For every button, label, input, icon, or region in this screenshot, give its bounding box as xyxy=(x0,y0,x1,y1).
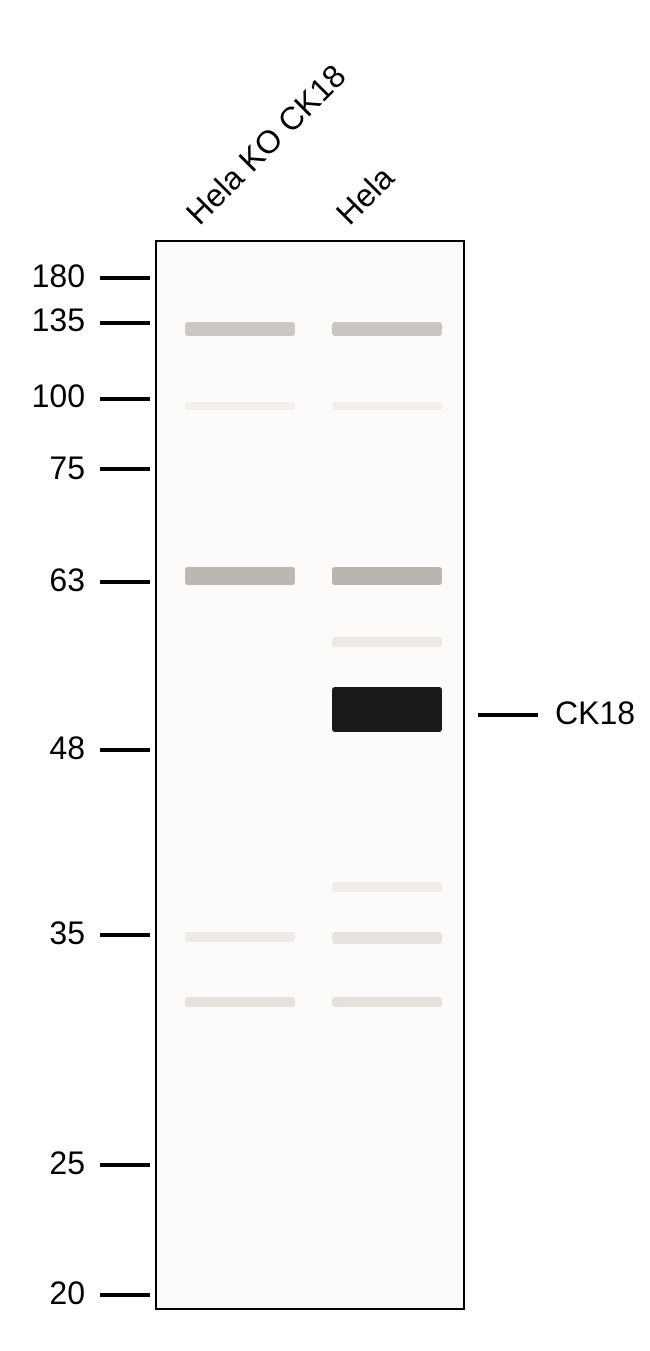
mw-marker-135: 135 xyxy=(15,302,85,339)
mw-marker-35: 35 xyxy=(15,915,85,952)
blot-membrane xyxy=(155,240,465,1310)
lane1-band-4 xyxy=(185,997,295,1007)
mw-tick-135 xyxy=(100,321,150,325)
mw-marker-180: 180 xyxy=(15,258,85,295)
lane-2 xyxy=(322,242,452,1308)
lane2-band-0 xyxy=(332,322,442,336)
mw-marker-100: 100 xyxy=(15,378,85,415)
target-label: CK18 xyxy=(555,695,635,732)
mw-tick-20 xyxy=(100,1293,150,1297)
mw-marker-25: 25 xyxy=(15,1145,85,1182)
lane-label-2: Hela xyxy=(329,159,402,232)
lane-1 xyxy=(175,242,305,1308)
lane2-band-4 xyxy=(332,687,442,732)
mw-tick-100 xyxy=(100,397,150,401)
mw-marker-63: 63 xyxy=(15,562,85,599)
lane2-band-7 xyxy=(332,997,442,1007)
lane-label-1: Hela KO CK18 xyxy=(179,57,354,232)
mw-tick-75 xyxy=(100,467,150,471)
lane2-band-6 xyxy=(332,932,442,944)
mw-marker-75: 75 xyxy=(15,450,85,487)
lane2-band-3 xyxy=(332,637,442,647)
mw-tick-25 xyxy=(100,1163,150,1167)
target-tick xyxy=(478,713,538,717)
mw-marker-48: 48 xyxy=(15,730,85,767)
lane1-band-3 xyxy=(185,932,295,942)
lane2-band-5 xyxy=(332,882,442,892)
mw-tick-35 xyxy=(100,933,150,937)
lane1-band-1 xyxy=(185,402,295,410)
lane1-band-0 xyxy=(185,322,295,336)
lane2-band-2 xyxy=(332,567,442,585)
mw-tick-180 xyxy=(100,276,150,280)
mw-tick-48 xyxy=(100,748,150,752)
mw-tick-63 xyxy=(100,580,150,584)
lane1-band-2 xyxy=(185,567,295,585)
lane2-band-1 xyxy=(332,402,442,410)
mw-marker-20: 20 xyxy=(15,1275,85,1312)
